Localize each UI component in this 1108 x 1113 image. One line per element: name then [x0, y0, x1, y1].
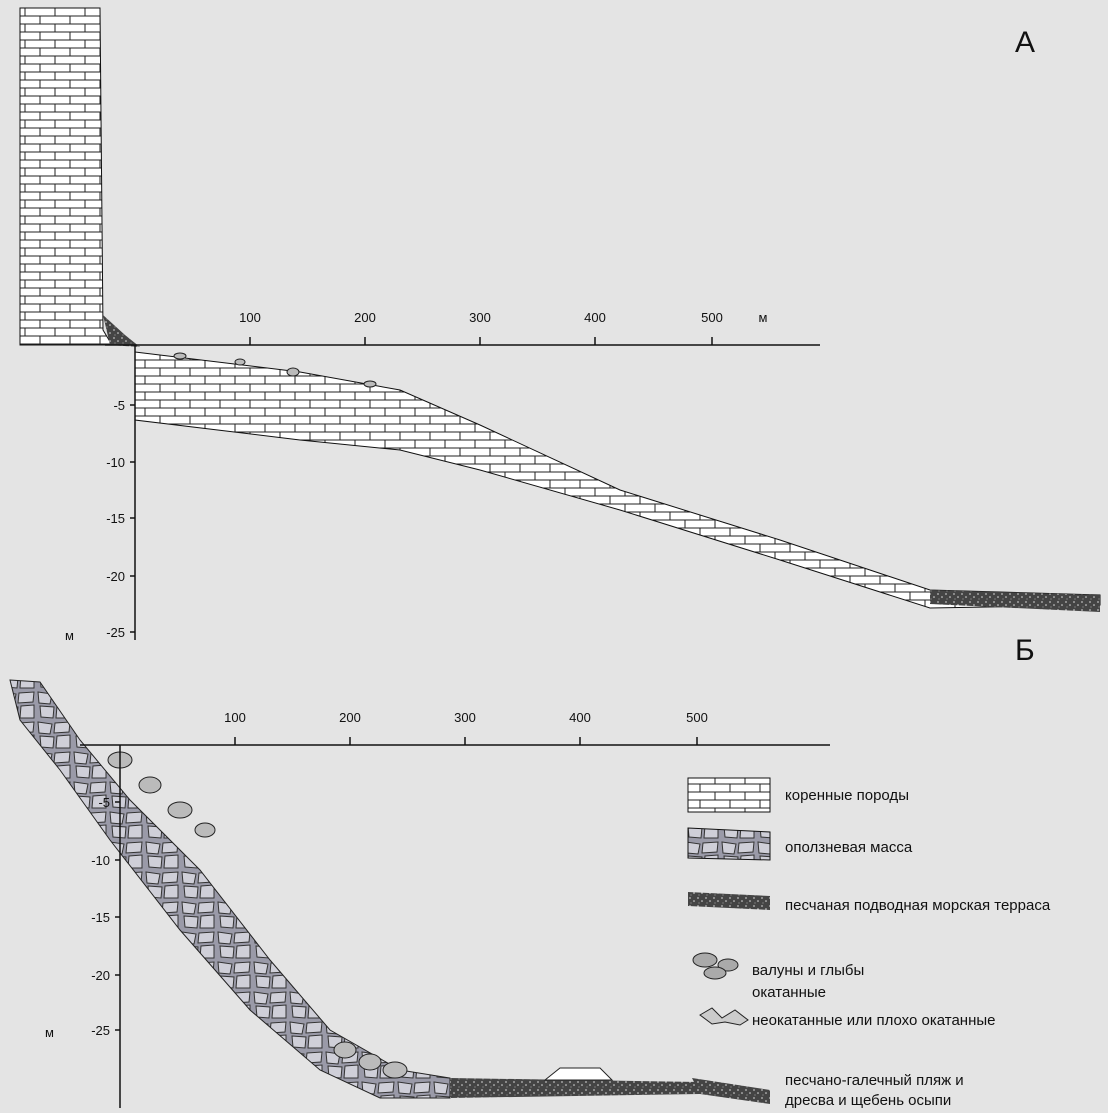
background	[0, 0, 1108, 1113]
y-tick: -10	[91, 853, 110, 868]
figure: А 100 200 300 400 500 м -5 -10 -15 -20 -…	[0, 0, 1108, 1113]
y-tick: -5	[113, 398, 125, 413]
y-unit: м	[45, 1025, 54, 1040]
legend-label: песчано-галечный пляж и	[785, 1072, 964, 1089]
x-tick: 300	[454, 710, 476, 725]
y-tick: -25	[91, 1023, 110, 1038]
cliff	[20, 8, 112, 345]
legend-label: коренные породы	[785, 787, 909, 804]
legend-label: дресва и щебень осыпи	[785, 1092, 951, 1109]
legend-swatch	[688, 778, 770, 812]
legend-label: оползневая масса	[785, 839, 913, 856]
y-tick: -10	[106, 455, 125, 470]
y-unit: м	[65, 628, 74, 643]
legend-label: неокатанные или плохо окатанные	[752, 1012, 996, 1029]
legend-label: валуны и глыбы	[752, 962, 864, 979]
x-tick: 400	[569, 710, 591, 725]
y-tick: -5	[98, 795, 110, 810]
y-tick: -15	[91, 910, 110, 925]
x-tick: 200	[354, 310, 376, 325]
legend-label: окатанные	[752, 984, 826, 1001]
y-tick: -15	[106, 511, 125, 526]
y-tick: -25	[106, 625, 125, 640]
x-tick: 500	[686, 710, 708, 725]
x-unit: м	[759, 310, 768, 325]
x-tick: 100	[239, 310, 261, 325]
x-tick: 500	[701, 310, 723, 325]
y-tick: -20	[106, 569, 125, 584]
x-tick: 300	[469, 310, 491, 325]
y-tick: -20	[91, 968, 110, 983]
panel-label: А	[1015, 26, 1035, 59]
x-tick: 100	[224, 710, 246, 725]
x-tick: 400	[584, 310, 606, 325]
x-tick: 200	[339, 710, 361, 725]
legend-label: песчаная подводная морская терраса	[785, 897, 1051, 914]
legend-swatch	[688, 828, 770, 860]
panel-label: Б	[1015, 634, 1035, 667]
